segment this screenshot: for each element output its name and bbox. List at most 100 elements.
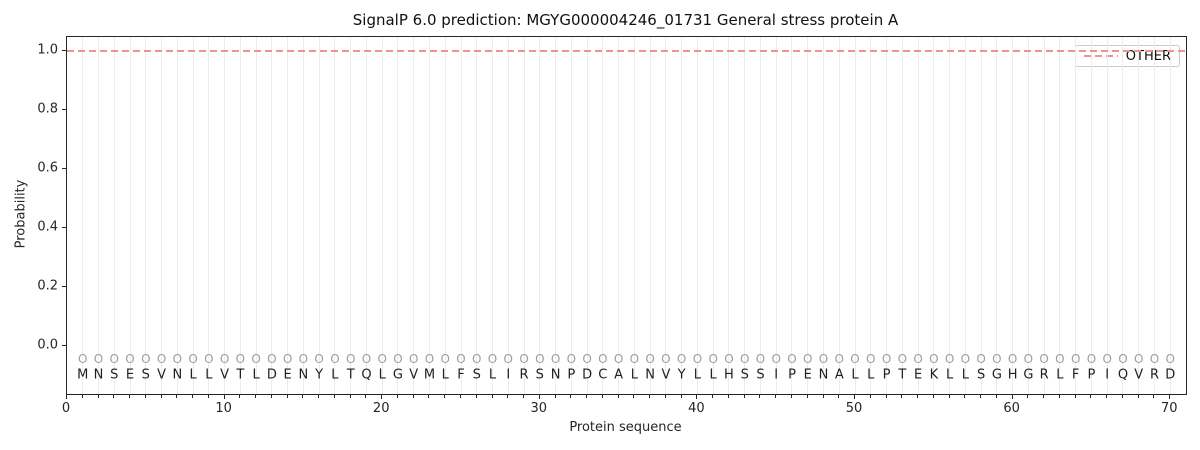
predicted-label-o: O xyxy=(345,352,356,366)
residue-gridline xyxy=(365,37,367,394)
residue-letter: R xyxy=(1149,367,1159,383)
predicted-label-o: O xyxy=(897,352,908,366)
predicted-label-o: O xyxy=(944,352,955,366)
x-axis-minor-tick xyxy=(302,395,304,398)
predicted-label-o: O xyxy=(755,352,766,366)
residue-gridline xyxy=(901,37,903,394)
predicted-label-o: O xyxy=(645,352,655,366)
y-axis-tick xyxy=(62,285,66,287)
residue-gridline xyxy=(807,37,809,394)
x-axis-minor-tick xyxy=(1106,395,1108,398)
residue-letter: E xyxy=(913,367,923,383)
predicted-label-o: O xyxy=(408,352,419,366)
y-tick-label: 0.0 xyxy=(37,337,58,353)
predicted-label-o: O xyxy=(456,352,466,366)
residue-gridline xyxy=(113,37,115,394)
predicted-label-o: O xyxy=(282,352,293,366)
residue-gridline xyxy=(255,37,257,394)
predicted-label-o: O xyxy=(519,352,529,366)
y-axis-tick xyxy=(62,50,66,51)
chart-title: SignalP 6.0 prediction: MGYG000004246_01… xyxy=(352,11,899,29)
x-tick-label: 70 xyxy=(1160,401,1178,416)
residue-letter: D xyxy=(1165,367,1176,383)
residue-gridline xyxy=(586,37,588,394)
x-axis-minor-tick xyxy=(97,395,99,398)
residue-gridline xyxy=(507,37,509,394)
predicted-label-o: O xyxy=(267,352,277,366)
residue-gridline xyxy=(996,37,998,394)
residue-gridline xyxy=(82,37,84,394)
residue-letter: S xyxy=(110,367,119,383)
x-axis-minor-tick xyxy=(964,395,966,398)
predicted-label-o: O xyxy=(219,352,230,366)
x-axis-minor-tick xyxy=(617,395,619,398)
residue-gridline xyxy=(271,37,273,394)
x-axis-minor-tick xyxy=(980,395,982,398)
x-axis-minor-tick xyxy=(460,395,461,398)
predicted-label-o: O xyxy=(613,352,624,366)
residue-gridline xyxy=(444,37,446,394)
predicted-label-o: O xyxy=(818,352,829,366)
x-axis-minor-tick xyxy=(917,395,919,398)
residue-gridline xyxy=(176,37,178,394)
predicted-label-o: O xyxy=(188,352,198,366)
x-axis-minor-tick xyxy=(113,395,115,398)
residue-letter: M xyxy=(77,367,89,383)
predicted-label-o: O xyxy=(156,352,167,366)
x-axis-minor-tick xyxy=(775,395,777,398)
residue-letter: L xyxy=(709,367,717,383)
x-tick-label: 50 xyxy=(845,401,863,416)
residue-gridline xyxy=(1153,37,1155,394)
predicted-label-o: O xyxy=(913,352,923,366)
residue-gridline xyxy=(870,37,872,394)
x-axis-minor-tick xyxy=(633,395,635,398)
dashed-line-sample xyxy=(1083,55,1118,57)
residue-letter: G xyxy=(991,367,1002,383)
residue-letter: L xyxy=(252,367,260,383)
predicted-label-o: O xyxy=(992,352,1002,366)
x-axis-minor-tick xyxy=(176,395,178,398)
residue-gridline xyxy=(696,37,698,394)
residue-letter: N xyxy=(172,367,183,383)
x-axis-minor-tick xyxy=(318,395,320,398)
x-axis-minor-tick xyxy=(129,395,131,398)
residue-gridline xyxy=(823,37,824,394)
residue-letter: N xyxy=(818,367,829,383)
residue-letter: N xyxy=(93,367,104,383)
x-axis-major-tick xyxy=(854,395,856,399)
predicted-label-o: O xyxy=(314,352,324,366)
residue-letter: L xyxy=(331,367,339,383)
residue-gridline xyxy=(192,37,194,394)
x-axis-minor-tick xyxy=(586,395,588,398)
residue-letter: P xyxy=(788,367,796,383)
x-tick-label: 30 xyxy=(530,401,548,416)
residue-gridline xyxy=(791,37,793,394)
residue-letter: P xyxy=(1087,367,1096,383)
residue-gridline xyxy=(318,37,320,394)
residue-gridline xyxy=(1169,37,1171,394)
residue-gridline xyxy=(539,37,541,394)
x-axis-minor-tick xyxy=(680,395,682,398)
residue-letter: D xyxy=(266,367,277,383)
x-axis-minor-tick xyxy=(822,395,824,398)
residue-letter: V xyxy=(661,367,671,383)
residue-gridline xyxy=(239,37,241,394)
residue-gridline xyxy=(1027,37,1029,394)
residue-letter: S xyxy=(535,367,544,383)
predicted-label-o: O xyxy=(109,352,120,366)
predicted-label-o: O xyxy=(566,352,577,366)
residue-letter: N xyxy=(298,367,309,383)
residue-gridline xyxy=(397,37,399,394)
predicted-label-o: O xyxy=(771,352,781,366)
x-axis-major-tick xyxy=(1011,395,1013,399)
residue-gridline xyxy=(413,37,415,394)
residue-gridline xyxy=(618,37,620,394)
predicted-label-o: O xyxy=(1149,352,1160,366)
x-axis-minor-tick xyxy=(1121,395,1123,398)
residue-letter: S xyxy=(472,367,481,383)
x-axis-minor-tick xyxy=(507,395,509,398)
residue-gridline xyxy=(381,37,383,394)
residue-letter: E xyxy=(125,367,135,383)
residue-gridline xyxy=(665,37,667,394)
predicted-label-o: O xyxy=(330,352,340,366)
